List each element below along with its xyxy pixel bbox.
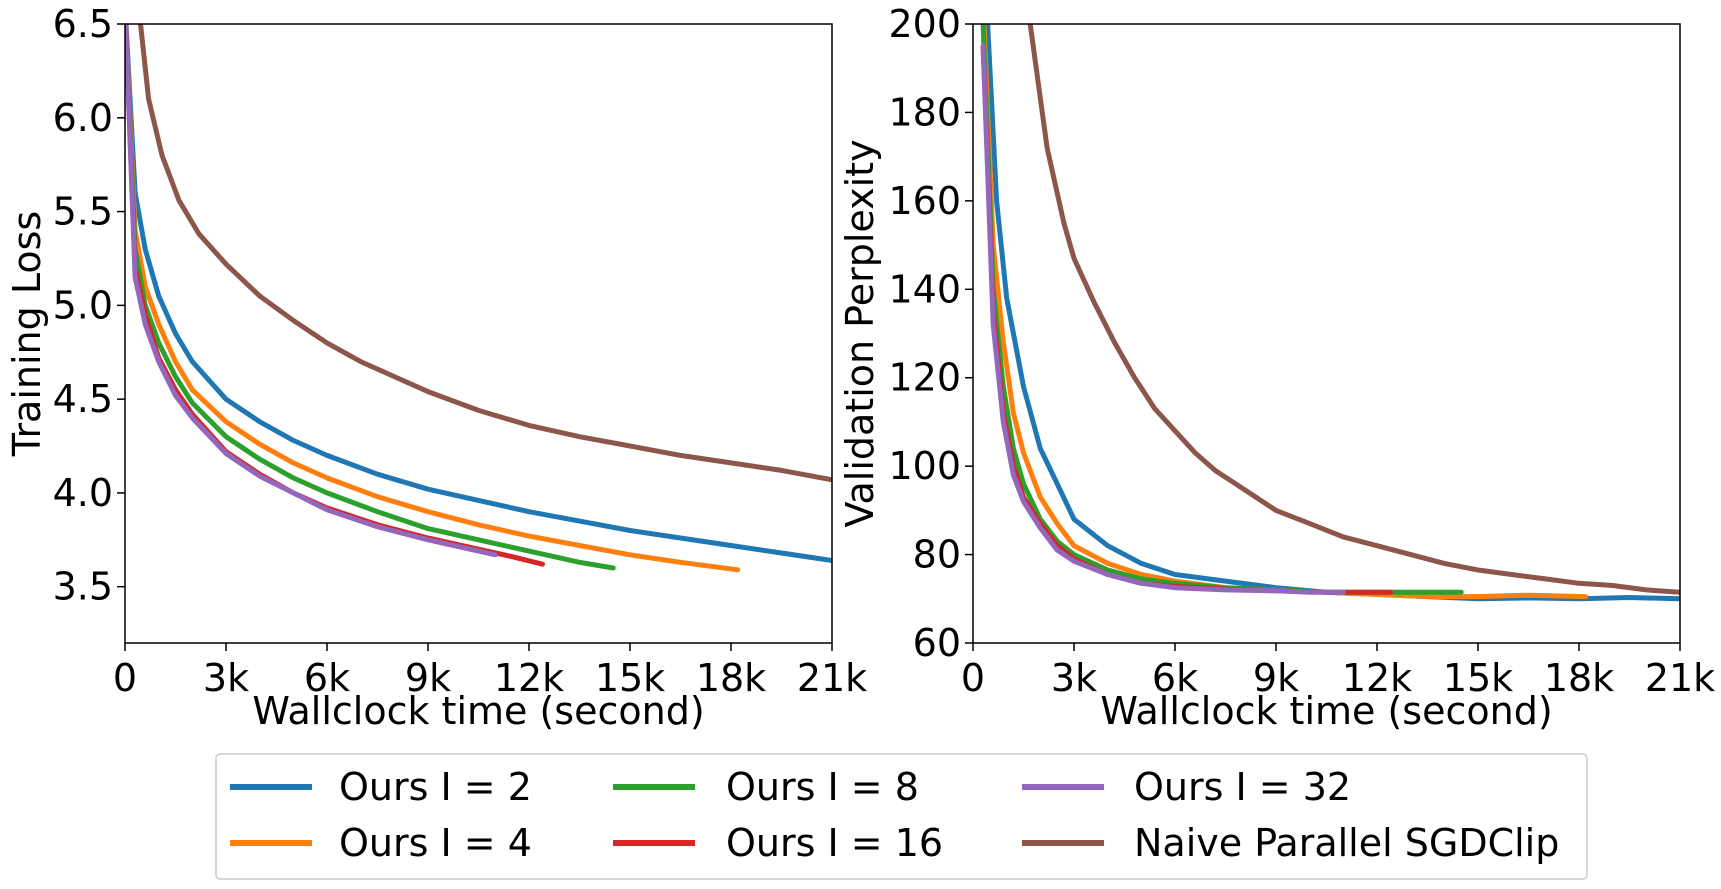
validation-perplexity-x-tick-label: 6k [1152,656,1198,700]
validation-perplexity-x-tick-label: 9k [1253,656,1299,700]
validation-perplexity-series-group [980,24,1680,602]
validation-perplexity-x-tick-label: 12k [1342,656,1412,700]
training-loss-y-tick-label: 4.5 [53,377,113,421]
legend-label-ours-i-4: Ours I = 4 [339,821,532,865]
training-loss-chart: 0 3k 6k 9k 12k 15k 18k 21k 3.5 4.0 4.5 5.0 5.5 6.0 6.5… [5,2,867,733]
validation-perplexity-x-tick-label: 15k [1443,656,1513,700]
validation-perplexity-x-axis-label: Wallclock time (second) [1100,689,1552,733]
validation-perplexity-y-tick-label: 180 [888,90,961,134]
training-loss-y-tick-label: 4.0 [53,471,113,515]
training-loss-x-tick-label: 3k [203,656,249,700]
legend-frame [215,753,1588,880]
validation-perplexity-y-tick-label: 100 [888,444,961,488]
training-loss-x-tick-label: 18k [696,656,766,700]
training-loss-series-ours-i-32 [125,24,498,558]
training-loss-series-group [125,24,832,573]
training-loss-y-tick-label: 6.5 [53,2,113,46]
validation-perplexity-y-tick-label: 80 [913,533,961,577]
training-loss-y-tick-label: 5.0 [53,283,113,327]
validation-perplexity-series-naive-parallel-sgdclip [1027,24,1680,595]
validation-perplexity-x-tick-label: 0 [961,656,985,700]
validation-perplexity-plot-frame [972,23,1681,644]
training-loss-series-ours-i-8 [125,24,616,571]
training-loss-series-ours-i-2 [125,24,832,563]
legend-label-ours-i-32: Ours I = 32 [1134,765,1351,809]
training-loss-x-tick-label: 9k [405,656,451,700]
training-loss-plot-frame [124,23,833,644]
validation-perplexity-series-ours-i-2 [985,24,1680,602]
legend-label-naive-parallel-sgdclip: Naive Parallel SGDClip [1134,821,1559,865]
training-loss-x-tick-label: 6k [304,656,350,700]
validation-perplexity-y-tick-label: 60 [913,621,961,665]
legend: Ours I = 2 Ours I = 4 Ours I = 8 Ours I … [215,753,1588,880]
validation-perplexity-series-ours-i-4 [981,24,1589,600]
validation-perplexity-series-ours-i-32 [980,43,1346,595]
training-loss-x-tick-label: 15k [595,656,665,700]
training-loss-y-tick-label: 5.5 [53,190,113,234]
legend-label-ours-i-8: Ours I = 8 [726,765,919,809]
validation-perplexity-chart: 0 3k 6k 9k 12k 15k 18k 21k 60 80 100 120 140 160 180 20… [838,2,1715,733]
training-loss-x-tick-label: 12k [494,656,564,700]
validation-perplexity-y-tick-label: 140 [888,267,961,311]
training-loss-x-tick-label: 0 [113,656,137,700]
training-loss-x-axis-label: Wallclock time (second) [252,689,704,733]
training-loss-series-naive-parallel-sgdclip [138,24,832,483]
legend-label-ours-i-2: Ours I = 2 [339,765,532,809]
legend-label-ours-i-16: Ours I = 16 [726,821,943,865]
validation-perplexity-axes: 0 3k 6k 9k 12k 15k 18k 21k 60 80 100 120 140 160 180 20… [888,2,1715,700]
training-loss-y-axis-label: Training Loss [5,211,49,457]
validation-perplexity-y-tick-label: 120 [888,356,961,400]
training-loss-y-tick-label: 3.5 [53,565,113,609]
training-loss-axes: 0 3k 6k 9k 12k 15k 18k 21k 3.5 4.0 4.5 5.0 5.5 6.0 6.5 [53,2,868,700]
training-loss-y-tick-label: 6.0 [53,96,113,140]
validation-perplexity-y-tick-label: 200 [888,2,961,46]
training-loss-series-ours-i-4 [125,24,741,573]
validation-perplexity-y-tick-label: 160 [888,179,961,223]
training-loss-x-tick-label: 21k [797,656,867,700]
validation-perplexity-x-tick-label: 18k [1544,656,1614,700]
validation-perplexity-x-tick-label: 3k [1051,656,1097,700]
validation-perplexity-series-ours-i-8 [980,24,1464,595]
validation-perplexity-y-axis-label: Validation Perplexity [838,139,882,527]
validation-perplexity-x-tick-label: 21k [1645,656,1715,700]
